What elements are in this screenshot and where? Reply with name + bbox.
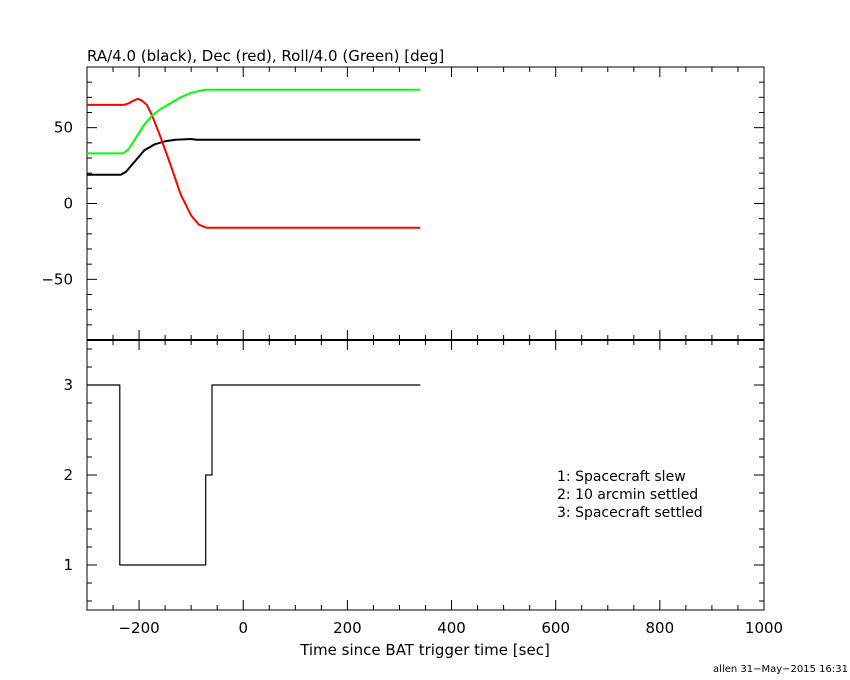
bottom-panel-series bbox=[87, 384, 421, 566]
y-tick-label: 50 bbox=[54, 119, 73, 137]
legend-entry-settled: 3: Spacecraft settled bbox=[557, 505, 703, 521]
footer-credit: allen 31−May−2015 16:31 bbox=[713, 664, 848, 675]
x-tick-label: 400 bbox=[437, 619, 466, 637]
top-panel-title: RA/4.0 (black), Dec (red), Roll/4.0 (Gre… bbox=[87, 47, 444, 65]
x-tick-label: 600 bbox=[541, 619, 570, 637]
series-line-0-1 bbox=[87, 97, 421, 229]
legend-entry-slew: 1: Spacecraft slew bbox=[557, 469, 686, 485]
x-tick-label: 200 bbox=[333, 619, 362, 637]
y-tick-label: 0 bbox=[63, 195, 73, 213]
bottom-panel-y-tick-labels: 3 2 1 bbox=[63, 376, 73, 574]
x-tick-labels: −200 0 200 400 600 800 1000 bbox=[118, 619, 783, 637]
legend-entry-10-arcmin: 2: 10 arcmin settled bbox=[557, 487, 698, 503]
x-tick-label: 800 bbox=[646, 619, 675, 637]
top-panel-frame bbox=[86, 66, 765, 341]
y-tick-label: 2 bbox=[63, 466, 73, 484]
top-panel-series bbox=[87, 88, 421, 229]
top-panel-y-tick-labels: 50 0 −50 bbox=[41, 119, 73, 289]
x-axis-label: Time since BAT trigger time [sec] bbox=[299, 641, 550, 659]
x-tick-label: −200 bbox=[118, 619, 159, 637]
x-tick-label: 0 bbox=[238, 619, 248, 637]
top-panel-ticks bbox=[86, 66, 765, 341]
y-tick-label: −50 bbox=[41, 270, 73, 288]
bottom-panel-ticks bbox=[86, 340, 765, 610]
x-tick-label: 1000 bbox=[745, 619, 783, 637]
series-line-0-0 bbox=[87, 138, 421, 176]
series-line-0-2 bbox=[87, 88, 421, 155]
series-line-1-0 bbox=[87, 384, 421, 566]
y-tick-label: 1 bbox=[63, 556, 73, 574]
y-tick-label: 3 bbox=[63, 376, 73, 394]
